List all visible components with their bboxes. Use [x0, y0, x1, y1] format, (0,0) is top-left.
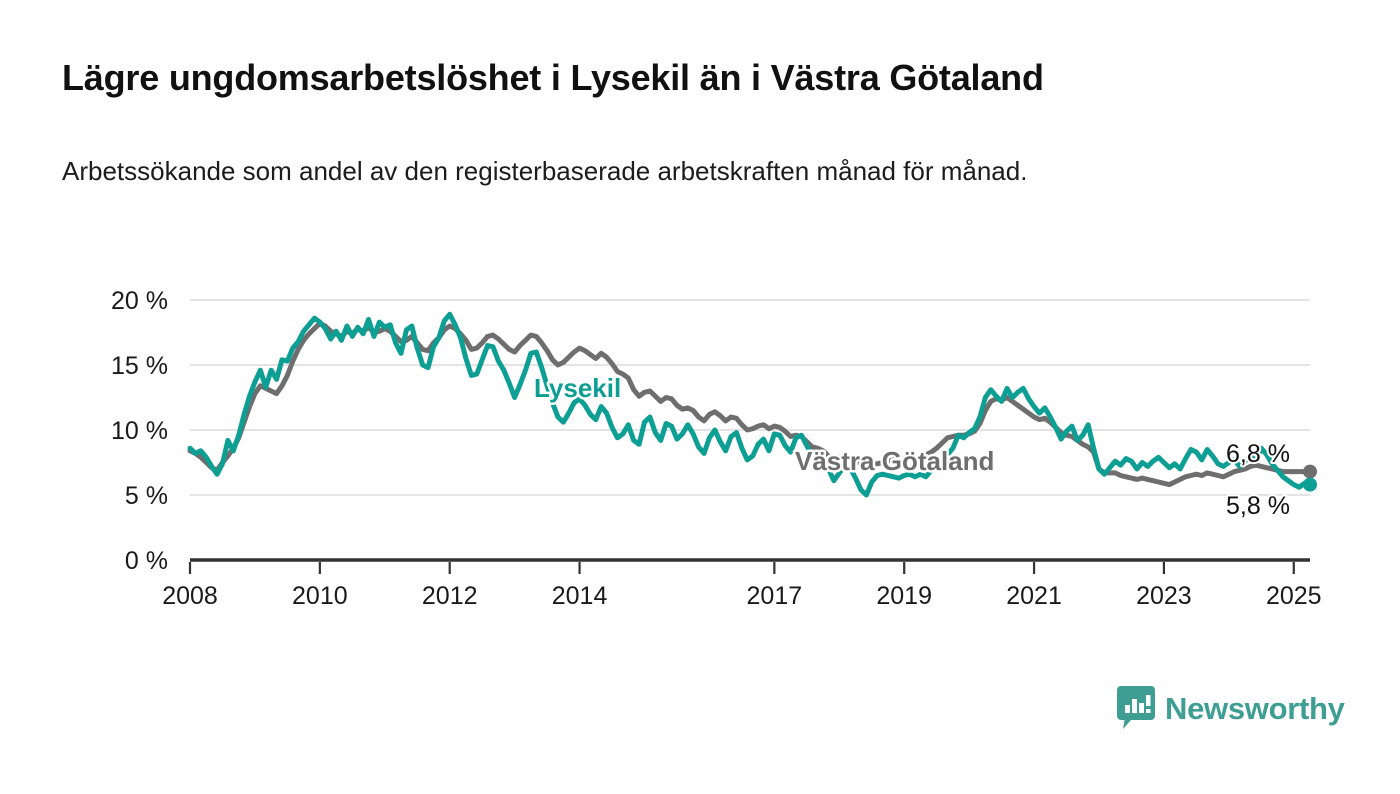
end-value-label-lysekil: 5,8 % — [1226, 492, 1290, 520]
newsworthy-bar-chart-bubble-icon — [1117, 686, 1155, 729]
y-axis-tick-label: 20 % — [111, 287, 168, 315]
x-axis-tick-label: 2019 — [876, 582, 932, 610]
x-axis-tick-label: 2008 — [162, 582, 218, 610]
series-end-marker-lysekil — [1303, 477, 1317, 492]
x-axis-tick-label: 2021 — [1006, 582, 1062, 610]
end-value-label-vastra-gotaland: 6,8 % — [1226, 440, 1290, 468]
newsworthy-logo: Newsworthy — [1117, 686, 1345, 730]
x-axis-tick-label: 2012 — [422, 582, 478, 610]
series-label-lysekil: Lysekil — [534, 373, 621, 403]
x-axis-tick-label: 2010 — [292, 582, 348, 610]
chart-subtitle: Arbetssökande som andel av den registerb… — [62, 156, 1028, 186]
y-axis-tick-label: 5 % — [125, 482, 168, 510]
page-title: Lägre ungdomsarbetslöshet i Lysekil än i… — [62, 57, 1044, 98]
y-axis-tick-label: 10 % — [111, 417, 168, 445]
y-axis-tick-label: 0 % — [125, 547, 168, 575]
y-axis-tick-label: 15 % — [111, 352, 168, 380]
x-axis-tick-label: 2023 — [1136, 582, 1192, 610]
x-axis-tick-label: 2014 — [552, 582, 608, 610]
series-line-lysekil — [187, 311, 1313, 498]
x-axis-tick-label: 2017 — [747, 582, 803, 610]
x-axis-tick-label: 2025 — [1266, 582, 1322, 610]
series-label-vastra-gotaland: Västra Götaland — [795, 446, 994, 476]
series-end-marker-västra-götaland — [1303, 464, 1317, 479]
newsworthy-logo-text: Newsworthy — [1165, 690, 1345, 726]
